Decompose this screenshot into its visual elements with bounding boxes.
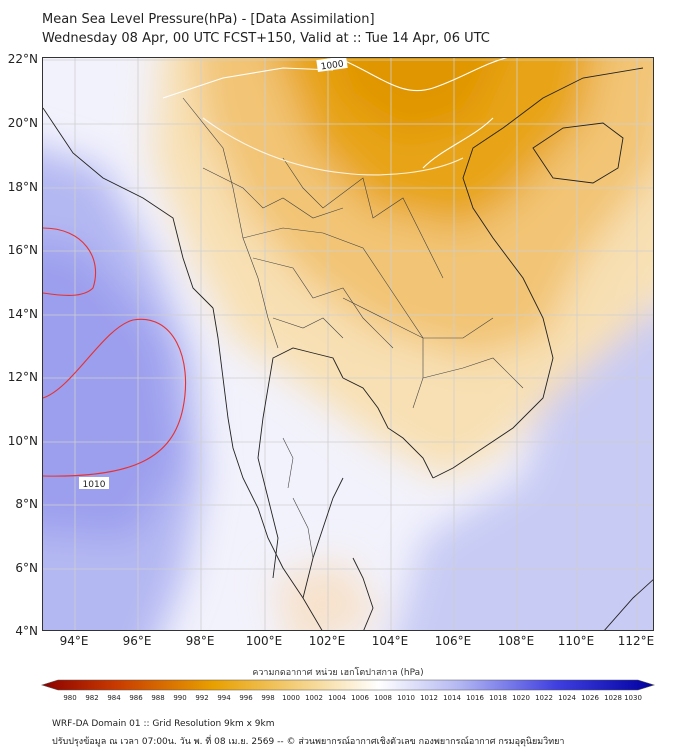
colorbar-tick: 1022 xyxy=(535,694,553,702)
colorbar-tick: 980 xyxy=(63,694,76,702)
lon-tick: 98°E xyxy=(186,634,215,648)
contour-label-1010: 1010 xyxy=(79,477,109,490)
lon-tick: 108°E xyxy=(498,634,535,648)
colorbar-tick: 1026 xyxy=(581,694,599,702)
colorbar-tick: 1030 xyxy=(624,694,642,702)
colorbar-tick: 994 xyxy=(217,694,231,702)
colorbar-tick: 1024 xyxy=(558,694,576,702)
colorbar-tick: 1012 xyxy=(420,694,438,702)
colorbar-tick: 986 xyxy=(129,694,143,702)
lon-tick: 94°E xyxy=(60,634,89,648)
lon-tick: 112°E xyxy=(618,634,655,648)
colorbar-tick: 1008 xyxy=(374,694,392,702)
lon-tick: 100°E xyxy=(246,634,283,648)
colorbar-tick: 1000 xyxy=(282,694,300,702)
lon-tick: 104°E xyxy=(372,634,409,648)
lat-tick: 8°N xyxy=(15,497,38,511)
colorbar-tick: 984 xyxy=(107,694,121,702)
contour-label: 1000 xyxy=(320,59,344,72)
lat-tick: 10°N xyxy=(8,434,38,448)
colorbar-tick: 1016 xyxy=(466,694,484,702)
lat-tick: 4°N xyxy=(15,624,38,638)
pressure-field xyxy=(43,58,653,630)
colorbar-tick: 990 xyxy=(173,694,186,702)
colorbar-tick: 1020 xyxy=(512,694,530,702)
lon-tick: 106°E xyxy=(435,634,472,648)
contour-label: 1010 xyxy=(83,480,106,490)
colorbar-tick: 1018 xyxy=(489,694,507,702)
lat-tick: 12°N xyxy=(8,370,38,384)
colorbar-title: ความกดอากาศ หน่วย เฮกโตปาสกาล (hPa) xyxy=(252,667,423,678)
colorbar-tick: 996 xyxy=(239,694,253,702)
colorbar: ความกดอากาศ หน่วย เฮกโตปาสกาล (hPa) 980 … xyxy=(40,667,656,702)
axis-ticks: 22°N 20°N 18°N 16°N 14°N 12°N 10°N 8°N 6… xyxy=(8,52,655,648)
isobars xyxy=(43,58,508,477)
pressure-map-canvas: 1000 1010 xyxy=(43,58,653,630)
footer-model-info: WRF-DA Domain 01 :: Grid Resolution 9km … xyxy=(52,719,275,729)
colorbar-tick: 992 xyxy=(195,694,208,702)
contour-label-1000: 1000 xyxy=(316,58,348,73)
footer-credit: ปรับปรุงข้อมูล ณ เวลา 07:00น. วัน พ. ที่… xyxy=(52,737,565,747)
lat-tick: 14°N xyxy=(8,307,38,321)
graticule xyxy=(43,58,653,630)
colorbar-tick: 1004 xyxy=(328,694,346,702)
colorbar-tick: 1014 xyxy=(443,694,461,702)
lat-tick: 18°N xyxy=(8,180,38,194)
lat-tick: 6°N xyxy=(15,561,38,575)
lon-tick: 110°E xyxy=(558,634,595,648)
colorbar-tick: 1028 xyxy=(604,694,622,702)
coastlines xyxy=(43,67,653,630)
map-subtitle: Wednesday 08 Apr, 00 UTC FCST+150, Valid… xyxy=(42,31,490,46)
colorbar-ramp xyxy=(40,679,656,691)
colorbar-tick: 988 xyxy=(151,694,164,702)
lat-tick: 16°N xyxy=(8,243,38,257)
pressure-map: 1000 1010 xyxy=(42,57,654,631)
map-title: Mean Sea Level Pressure(hPa) - [Data Ass… xyxy=(42,12,375,27)
colorbar-tick: 982 xyxy=(85,694,98,702)
lon-tick: 102°E xyxy=(309,634,346,648)
colorbar-tick: 998 xyxy=(261,694,274,702)
lat-tick: 22°N xyxy=(8,52,38,66)
colorbar-tick: 1010 xyxy=(397,694,415,702)
admin-borders xyxy=(182,97,524,559)
lat-tick: 20°N xyxy=(8,116,38,130)
lon-tick: 96°E xyxy=(123,634,152,648)
colorbar-tick: 1006 xyxy=(351,694,369,702)
colorbar-tick: 1002 xyxy=(305,694,323,702)
